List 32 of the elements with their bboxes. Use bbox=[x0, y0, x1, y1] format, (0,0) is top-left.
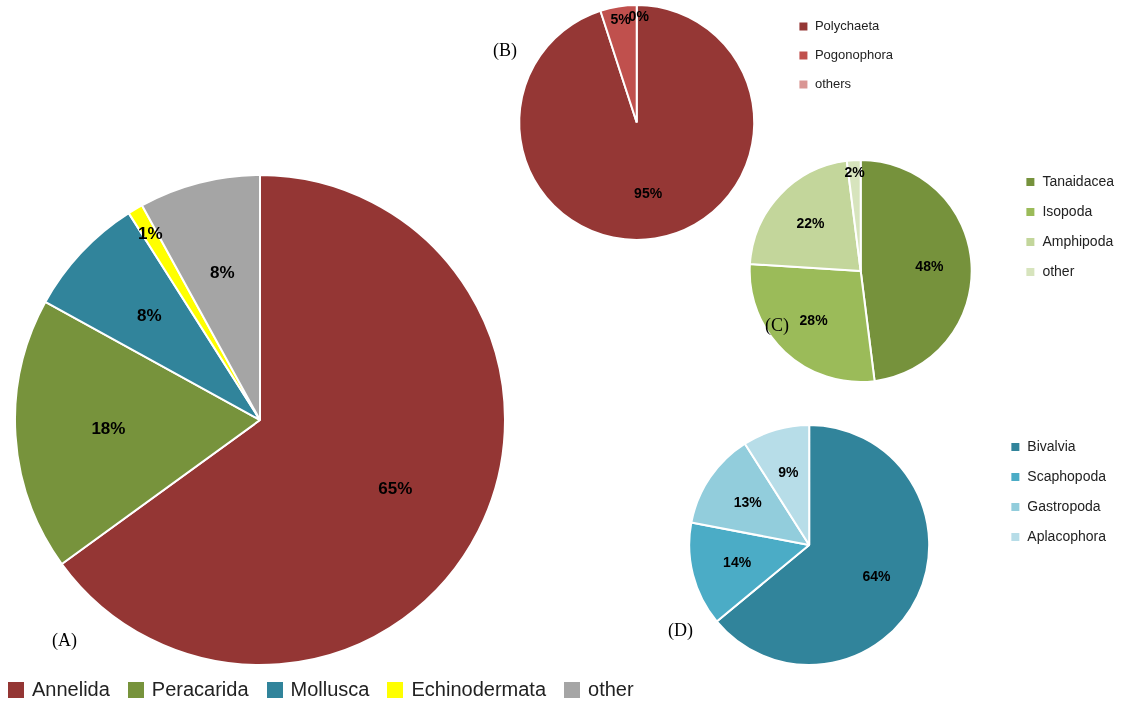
legend-label: other bbox=[588, 678, 634, 701]
data-label: 8% bbox=[209, 262, 235, 282]
data-label: 64% bbox=[862, 567, 892, 584]
data-label: 13% bbox=[733, 494, 763, 511]
data-label: 65% bbox=[378, 478, 413, 498]
data-label: 22% bbox=[796, 214, 826, 231]
text: (B) bbox=[493, 40, 517, 61]
legend-label: Scaphopoda bbox=[1027, 467, 1107, 484]
legend-label: Gastropoda bbox=[1027, 497, 1101, 514]
text: (A) bbox=[52, 630, 77, 651]
legend-label: Bivalvia bbox=[1027, 437, 1076, 454]
legend-label: Tanaidacea bbox=[1042, 172, 1115, 189]
data-label: 14% bbox=[723, 554, 752, 571]
data-label: 9% bbox=[778, 464, 800, 481]
legend-label: Aplacophora bbox=[1027, 527, 1107, 544]
data-label: 28% bbox=[799, 312, 829, 329]
data-label: 95% bbox=[634, 185, 663, 202]
data-label: 48% bbox=[915, 257, 944, 274]
data-label: 8% bbox=[136, 305, 162, 325]
legend-label: Peracarida bbox=[151, 678, 249, 701]
text: (D) bbox=[668, 620, 693, 641]
legend-label: Annelida bbox=[32, 678, 110, 701]
legend-label: others bbox=[814, 76, 852, 92]
legend-label: Amphipoda bbox=[1042, 232, 1114, 249]
legend-label: Polychaeta bbox=[814, 18, 881, 34]
legend-label: other bbox=[1042, 262, 1075, 279]
text: (C) bbox=[765, 315, 789, 336]
legend-label: Pogonophora bbox=[814, 47, 894, 63]
legend-label: Mollusca bbox=[290, 678, 370, 701]
legend-label: Echinodermata bbox=[411, 678, 547, 701]
legend-label: Isopoda bbox=[1042, 202, 1093, 219]
data-label: 18% bbox=[91, 419, 126, 439]
